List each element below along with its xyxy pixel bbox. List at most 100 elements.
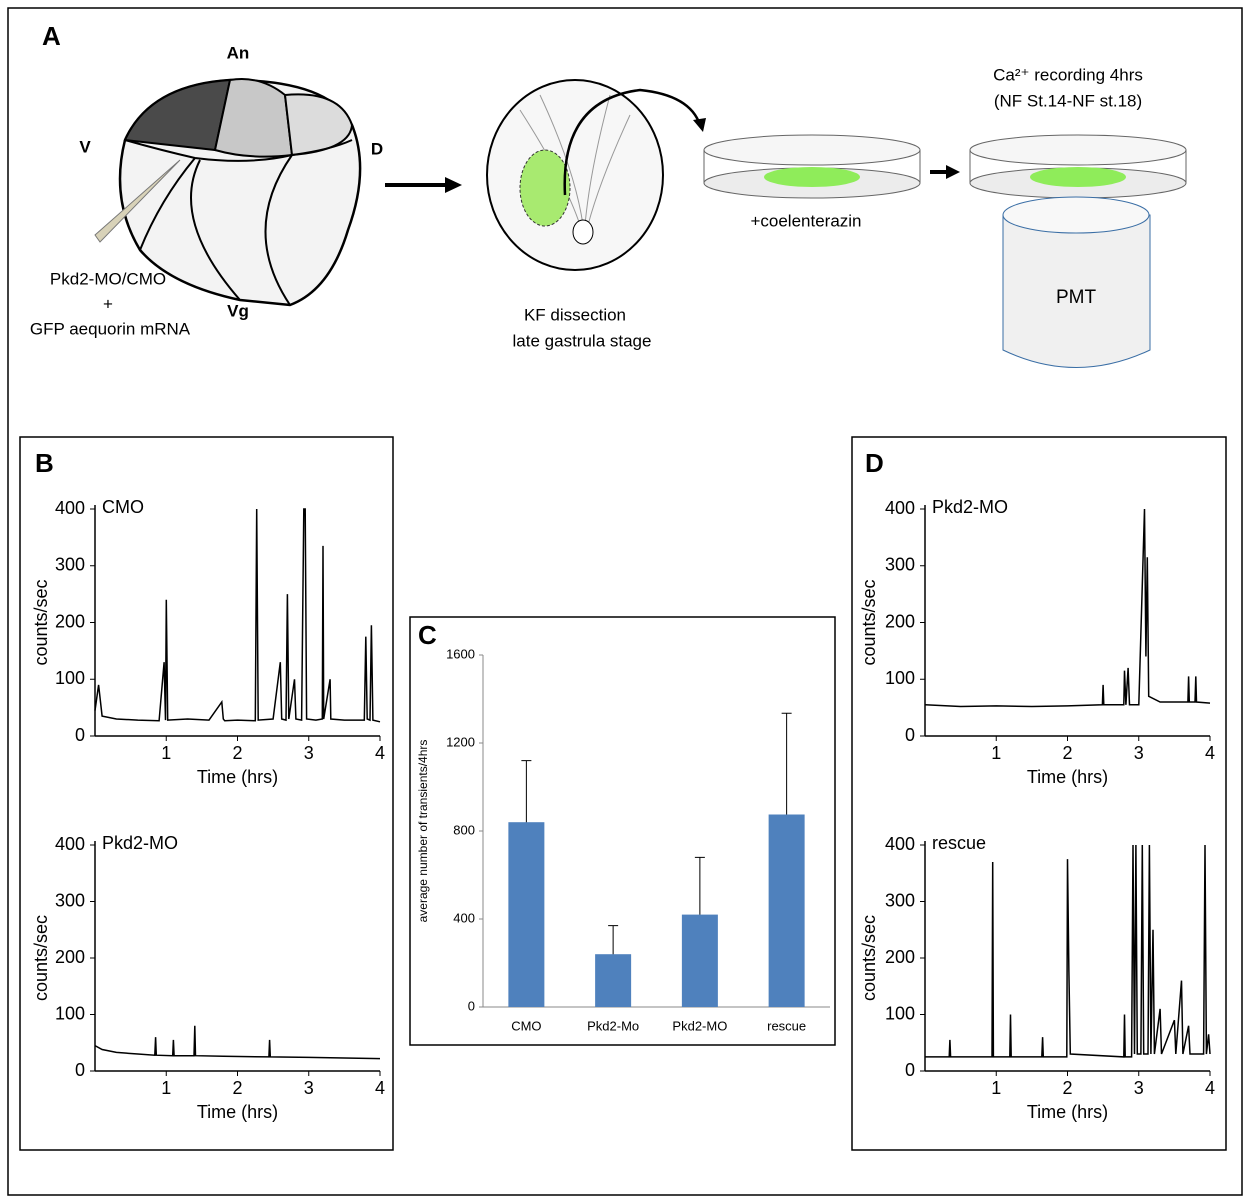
trace (925, 844, 1211, 1058)
y-tick-label: 400 (885, 498, 915, 518)
y-tick-label: 300 (55, 555, 85, 575)
x-tick-label: 3 (304, 1078, 314, 1098)
transfer-arrow (563, 88, 702, 196)
x-tick-label: 2 (232, 1078, 242, 1098)
bar (595, 954, 632, 1007)
explant (486, 79, 664, 271)
arrow-head (445, 177, 462, 193)
y-axis-label: counts/sec (859, 579, 879, 665)
y-tick-label: 200 (885, 947, 915, 967)
embryo-cleavage (124, 139, 353, 306)
x-axis-label: Time (hrs) (197, 1102, 278, 1122)
x-tick-label: 3 (1134, 1078, 1144, 1098)
y-tick-label: 1600 (446, 646, 475, 661)
x-tick-label: CMO (511, 1018, 541, 1033)
y-tick-label: 0 (75, 1060, 85, 1080)
bar (768, 814, 805, 1007)
step-label: (NF St.14-NF st.18) (994, 91, 1142, 110)
pmt-label: PMT (1056, 287, 1097, 308)
x-tick-label: 1 (161, 743, 171, 763)
kf-region (519, 149, 571, 227)
x-tick-label: 3 (304, 743, 314, 763)
trace (94, 1025, 381, 1060)
error-bar (521, 760, 532, 823)
step-label: KF dissection (524, 305, 626, 324)
bar (681, 914, 718, 1007)
y-tick-label: 800 (453, 822, 475, 837)
panel-frame (19, 436, 394, 1151)
dish-wall (703, 150, 921, 183)
x-tick-label: 4 (375, 743, 385, 763)
x-tick-label: rescue (767, 1018, 806, 1033)
y-tick-label: 100 (885, 668, 915, 688)
y-tick-label: 200 (885, 611, 915, 631)
step-label: Ca²⁺ recording 4hrs (993, 65, 1143, 84)
trace-label: CMO (102, 497, 144, 517)
axis-label: V (79, 137, 91, 156)
panel-frame (851, 436, 1227, 1151)
blastopore (572, 219, 594, 245)
y-axis-label: counts/sec (859, 915, 879, 1001)
y-tick-label: 100 (55, 668, 85, 688)
trace (924, 508, 1211, 708)
dish-rim (969, 134, 1187, 166)
step-label: +coelenterazin (750, 211, 861, 230)
error-bar (781, 712, 792, 815)
dish-wall (969, 150, 1187, 183)
y-tick-label: 400 (55, 498, 85, 518)
pmt-top (1002, 196, 1150, 234)
y-axis-label: average number of transients/4hrs (416, 740, 430, 923)
injection-label: + (103, 294, 113, 313)
explant-texture (519, 94, 631, 226)
y-tick-label: 1200 (446, 734, 475, 749)
x-tick-label: 4 (1205, 743, 1215, 763)
trace-label: rescue (932, 833, 986, 853)
axis-label: D (371, 139, 383, 158)
y-tick-label: 0 (905, 725, 915, 745)
trace-label: Pkd2-MO (102, 833, 178, 853)
embryo-animal-dark (123, 78, 232, 152)
figure-frame (7, 7, 1243, 1196)
panel-frame (409, 616, 836, 1046)
axis-label: Vg (227, 301, 249, 320)
x-tick-label: 1 (991, 1078, 1001, 1098)
x-tick-label: 4 (1205, 1078, 1215, 1098)
y-tick-label: 0 (468, 998, 475, 1013)
y-tick-label: 0 (75, 725, 85, 745)
explant-in-dish (1030, 167, 1126, 187)
arrow-head (693, 118, 706, 132)
y-tick-label: 0 (905, 1060, 915, 1080)
y-axis-label: counts/sec (31, 579, 51, 665)
step-label: late gastrula stage (513, 331, 652, 350)
x-tick-label: 2 (1062, 743, 1072, 763)
explant-in-dish (764, 167, 860, 187)
y-tick-label: 400 (885, 834, 915, 854)
x-tick-label: 3 (1134, 743, 1144, 763)
y-tick-label: 400 (55, 834, 85, 854)
x-axis-label: Time (hrs) (1027, 1102, 1108, 1122)
x-tick-label: 2 (232, 743, 242, 763)
dish-rim (703, 134, 921, 166)
pmt (1002, 214, 1151, 368)
injection-label: Pkd2-MO/CMO (50, 269, 166, 288)
y-tick-label: 300 (885, 555, 915, 575)
y-tick-label: 100 (885, 1003, 915, 1023)
arrow-head (946, 165, 960, 179)
x-tick-label: 2 (1062, 1078, 1072, 1098)
y-tick-label: 400 (453, 910, 475, 925)
panel-label: D (865, 448, 884, 478)
y-tick-label: 300 (55, 890, 85, 910)
y-tick-label: 200 (55, 947, 85, 967)
error-bar (694, 856, 705, 915)
injection-needle (94, 159, 181, 243)
y-axis-label: counts/sec (31, 915, 51, 1001)
y-tick-label: 300 (885, 890, 915, 910)
x-tick-label: 4 (375, 1078, 385, 1098)
x-axis-label: Time (hrs) (1027, 767, 1108, 787)
injection-label: GFP aequorin mRNA (30, 319, 191, 338)
y-tick-label: 200 (55, 611, 85, 631)
trace (94, 508, 381, 723)
x-tick-label: Pkd2-Mo (587, 1018, 639, 1033)
x-tick-label: 1 (161, 1078, 171, 1098)
